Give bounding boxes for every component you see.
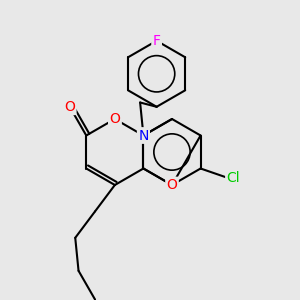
Text: O: O <box>110 112 120 126</box>
Text: N: N <box>138 128 148 142</box>
Text: O: O <box>167 178 177 192</box>
Text: F: F <box>153 34 160 48</box>
Text: O: O <box>64 100 75 114</box>
Text: O: O <box>110 112 120 126</box>
Text: Cl: Cl <box>226 171 240 185</box>
